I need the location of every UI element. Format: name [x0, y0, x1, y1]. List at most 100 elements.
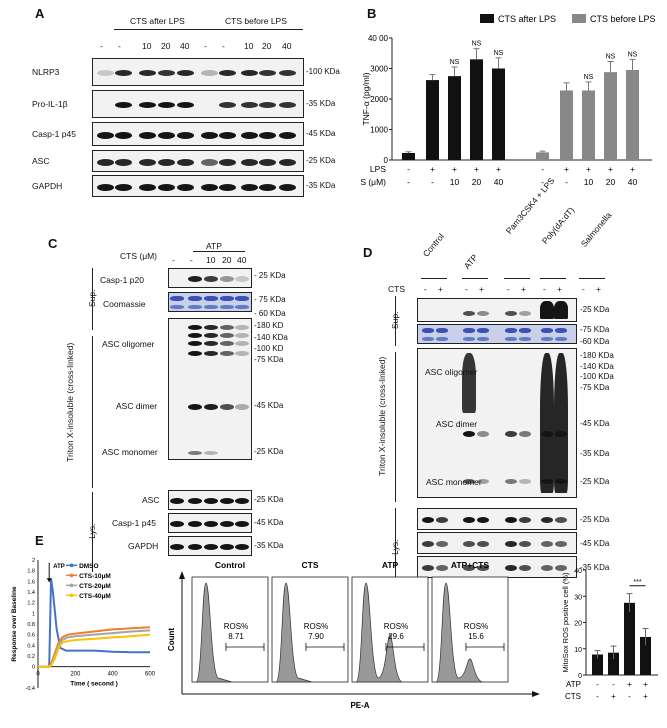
b-cts-label: CTS (μM) — [360, 177, 386, 187]
d-lys-2-band-4 — [505, 565, 517, 571]
c-blot-coomassie — [168, 292, 252, 312]
d-row-label-4: ASC monomer — [426, 477, 482, 487]
a-blot-3-band-8 — [258, 158, 276, 166]
c-coom-band-b-1 — [188, 305, 202, 309]
a-blot-3-band-9 — [278, 158, 296, 166]
c-kda-9: -25 KDa — [254, 495, 284, 504]
d-cts-sign-1: + — [438, 284, 443, 294]
d-kda-6: -75 KDa — [580, 383, 610, 392]
b-bar-0-0 — [402, 152, 415, 160]
fb-bar-2 — [624, 602, 635, 675]
d-lys-bracket — [395, 508, 396, 588]
d-cts-sign-9: + — [596, 284, 601, 294]
f-ros-value-3: 15.6 — [468, 632, 484, 641]
b-cts-9: 40 — [628, 177, 638, 187]
f-xarrowhead — [532, 691, 540, 697]
a-blot-0-band-4 — [176, 69, 194, 76]
c-kda-3: -180 KD — [254, 321, 284, 330]
d-dimer-band-2 — [463, 431, 475, 437]
d-cts-sign-8: - — [582, 284, 585, 294]
a-blot-2-band-2 — [138, 131, 156, 139]
a-blot-3-band-5 — [200, 158, 218, 166]
d-kda-7: -45 KDa — [580, 419, 610, 428]
d-mono-band-3 — [477, 479, 489, 484]
d-cond-line-2 — [504, 278, 530, 279]
c-sup-bracket — [92, 268, 93, 330]
c-coom-band-b-4 — [235, 305, 249, 309]
d-row-label-3: ASC dimer — [436, 419, 478, 429]
d-dimer-band-7 — [555, 431, 567, 437]
f-title-2: ATP — [382, 560, 399, 570]
b-ns-0-3: NS — [472, 41, 482, 48]
fb-ytick-label-2: 20 — [574, 621, 582, 628]
panel-label-a: A — [35, 6, 45, 21]
c-lys-2-band-2 — [204, 544, 218, 550]
c-lys-bracket — [92, 492, 93, 572]
d-cts-sign-2: - — [465, 284, 468, 294]
d-dimer-band-5 — [519, 431, 531, 437]
a-blot-3-band-1 — [114, 158, 132, 166]
a-blot-2-band-5 — [200, 131, 218, 139]
e-ytick-7: 1.2 — [27, 601, 35, 607]
a-blot-0-band-6 — [218, 69, 236, 76]
b-cts-6: - — [565, 177, 568, 187]
b-legend-label-1: CTS after LPS — [498, 14, 556, 24]
panel-label-e: E — [35, 533, 44, 548]
c-lys-1-band-3 — [220, 521, 234, 527]
a-blot-3-band-2 — [138, 158, 156, 166]
c-blot-lys-2 — [168, 536, 252, 556]
c-triton-label: Triton X-insoluble (cross-linked) — [64, 342, 75, 462]
b-ns-1-9: NS — [628, 51, 638, 58]
a-blot-0-band-5 — [200, 69, 218, 76]
a-blot-3 — [92, 150, 304, 172]
d-lys-2-band-3 — [477, 565, 489, 571]
fb-cts-3: + — [643, 692, 648, 701]
fb-ytick-label-0: 0 — [578, 673, 582, 680]
a-lane-3: 20 — [161, 41, 171, 51]
c-lys-1-band-4 — [235, 521, 249, 527]
e-legend-label-2: CTS-20μM — [79, 583, 111, 590]
f-hist-curve-2 — [355, 582, 403, 683]
a-blot-0-band-3 — [157, 69, 175, 76]
c-lys-2-band-3 — [220, 544, 234, 550]
a-row-label-4: GAPDH — [32, 181, 63, 191]
d-coom-b-2 — [463, 337, 475, 341]
c-p20-band-1 — [188, 276, 202, 282]
panel-label-c: C — [48, 236, 58, 251]
d-lys-0-band-6 — [541, 517, 553, 523]
e-xlabel: Time ( second ) — [70, 681, 118, 688]
d-row-label-2: ASC oligomer — [425, 367, 478, 377]
d-kda-5: -100 KDa — [580, 372, 614, 381]
fb-cts-1: + — [611, 692, 616, 701]
fb-atp-2: + — [627, 680, 632, 689]
a-blot-4-band-2 — [138, 183, 156, 191]
b-legend-swatch-2 — [572, 14, 586, 23]
b-bar-0-4 — [492, 68, 505, 160]
e-ytick-1: 0 — [32, 665, 35, 671]
c-sup-label: Sup. — [86, 289, 97, 308]
c-cts-label: CTS (μM) — [120, 251, 158, 261]
b-ylabel: TNF-α (pg/ml) — [361, 72, 371, 125]
d-coom-a-3 — [477, 328, 489, 333]
d-mono-band-6 — [541, 479, 553, 484]
e-legend-label-1: CTS-10μM — [79, 573, 111, 580]
d-p20-band-4 — [505, 311, 517, 316]
a-blot-4-band-8 — [258, 183, 276, 191]
a-blot-3-band-6 — [218, 158, 236, 166]
d-coom-a-7 — [555, 328, 567, 333]
b-lps-3: + — [474, 164, 479, 174]
b-bar-0-1 — [426, 80, 439, 160]
b-ytick-label-1: 1000 — [370, 126, 388, 135]
f-hist-svg: CountPE-AControlROS%8.71CTSROS%7.90ATPRO… — [167, 560, 540, 710]
fb-bar-3 — [640, 636, 651, 675]
c-kda-10: -45 KDa — [254, 518, 284, 527]
d-coom-a-4 — [505, 328, 517, 333]
d-lys-2-band-6 — [541, 565, 553, 571]
c-kda-0: - 25 KDa — [254, 271, 286, 280]
d-dimer-band-3 — [477, 431, 489, 437]
a-kda-0: -100 KDa — [306, 67, 340, 76]
e-legend-label-0: DMSO — [79, 563, 99, 570]
d-lys-0-band-0 — [422, 517, 434, 523]
c-row-label-1: Coomassie — [103, 299, 146, 309]
f-ros-label-1: ROS% — [304, 622, 328, 631]
